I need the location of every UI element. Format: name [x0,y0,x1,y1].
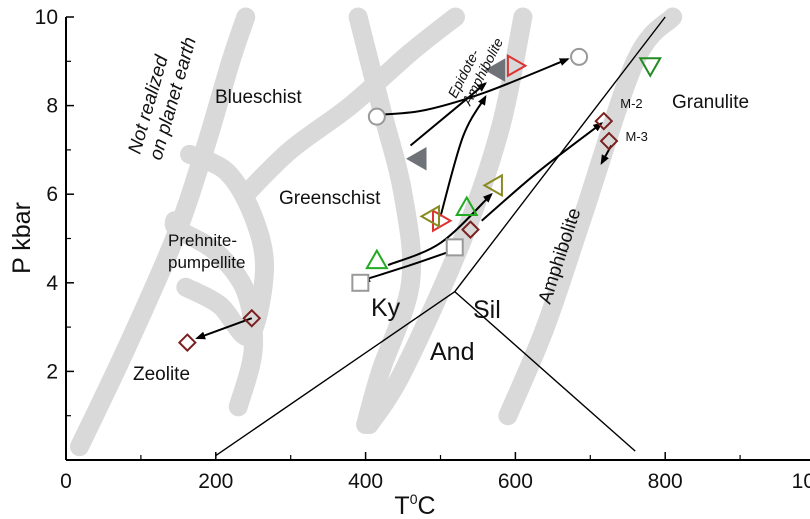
marker-diamond-4 [594,111,614,131]
y-tick-label-2: 2 [46,360,58,383]
sample-labels: M-2 M-3 [620,96,648,144]
y-tick-label-10: 10 [35,6,58,29]
marker-circle-2 [570,47,589,66]
marker-square-1 [351,273,370,292]
label-greenschist: Greenschist [279,188,381,209]
marker-diamond-2 [177,333,197,353]
mid-path-2 [387,192,493,267]
marker-triangle-right-2 [432,209,453,233]
boundary-prehnite [176,144,274,347]
marker-triangle-left-1 [406,147,427,171]
boundary-greenschist-amphibolite [348,7,422,435]
sample-markers [177,47,662,353]
y-tick-label-8: 8 [46,95,58,118]
marker-triangle-down-1 [638,57,662,78]
label-granulite: Granulite [672,92,749,113]
label-prehnite-pumpellite: Prehnite- pumpellite [168,231,246,272]
boundary-not-realized [69,7,256,457]
x-tick-label-400: 400 [348,470,383,493]
x-tick-label-200: 200 [198,470,233,493]
boundary-blueschist-greenschist [236,7,465,204]
marker-triangle-up-2 [454,195,479,216]
mid-path-1 [439,94,487,217]
marker-triangle-up-1 [365,248,389,270]
x-tick-label-800: 800 [648,470,683,493]
blueschist-path [384,58,570,116]
label-blueschist: Blueschist [215,87,302,108]
x-tick-label-600: 600 [498,470,533,493]
facies-labels: Not realized on planet earth Blueschist … [125,29,749,385]
marker-diamond-1 [242,308,262,328]
marker-triangle-left-open-2 [482,173,503,198]
x-tick-label-0: 0 [60,470,72,493]
marker-triangle-right-1 [506,54,528,78]
greenschist-path [409,82,487,147]
zeolite-path [195,317,253,340]
label-kyanite: Ky [371,294,401,322]
marker-square-2 [445,238,464,257]
y-tick-label-4: 4 [46,272,58,295]
aluminosilicate-lines [215,16,666,457]
boundary-zeolite [164,211,264,417]
label-zeolite: Zeolite [133,364,190,385]
label-sillimanite: Sil [473,296,501,324]
x-axis-title: T0C [394,491,435,519]
x-tick-label-1000: 1000 [792,470,810,493]
axis-ticks: 0 200 400 600 800 1000 2 4 6 8 10 [35,6,810,493]
sample-label-m3: M-3 [626,129,648,144]
sample-label-m2: M-2 [620,96,642,111]
marker-triangle-left-open-1 [419,204,441,229]
marker-diamond-5 [599,131,619,151]
and-sil-line [454,291,636,452]
y-axis-title: P kbar [8,202,36,274]
marker-circle-1 [367,107,386,126]
label-andalusite: And [430,338,474,366]
x-axis-title-sup: 0 [410,491,418,507]
y-tick-label-6: 6 [46,183,58,206]
marker-triangle-left-2 [484,58,506,82]
facies-boundaries [69,7,683,457]
kyanite-path [481,122,604,222]
x-axis-title-unit: C [418,492,436,519]
boundary-amphibolite-granulite [498,7,683,426]
label-not-realized: Not realized on planet earth [125,29,201,163]
ky-and-line [215,291,456,457]
x-axis-title-base: T [394,492,409,519]
marker-diamond-3 [461,220,480,240]
pt-paths [195,58,613,340]
square-path [359,248,456,282]
